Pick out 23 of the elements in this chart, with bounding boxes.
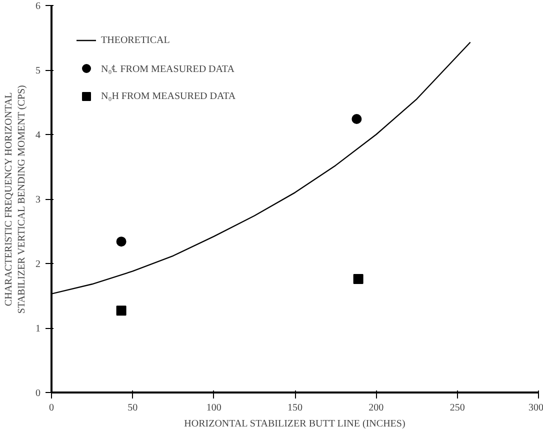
- x-tick-label: 150: [288, 402, 302, 414]
- y-tick-label: 0: [36, 388, 40, 399]
- x-tick-label: 200: [368, 402, 384, 414]
- legend-label: N₀℄ FROM MEASURED DATA: [101, 63, 234, 75]
- x-tick-label: 250: [450, 402, 465, 414]
- point: [116, 236, 126, 247]
- x-axis-title: HORIZONTAL STABILIZER BUTT LINE (INCHES): [184, 418, 406, 430]
- y-tick-label: 1: [36, 324, 40, 334]
- y-tick-label: 6: [36, 1, 40, 12]
- point: [353, 274, 364, 284]
- y-tick-label: 5: [36, 66, 40, 76]
- y-axis-title: CHARACTERISTIC FREQUENCY HORIZONTAL STABILIZER VERTICAL BENDING MOMENT (CPS): [3, 85, 28, 314]
- x-tick-label: 300: [528, 402, 543, 414]
- point: [116, 306, 126, 316]
- y-tick-label: 2: [36, 259, 40, 270]
- y-tick-label: 4: [36, 130, 40, 141]
- x-tick-label: 0: [49, 402, 54, 414]
- legend-label: THEORETICAL: [101, 34, 170, 46]
- x-tick-label: 100: [206, 402, 222, 414]
- point: [352, 114, 362, 124]
- y-tick-label: 3: [36, 194, 40, 206]
- x-tick-label: 50: [128, 402, 138, 414]
- legend-label: N₀H FROM MEASURED DATA: [101, 90, 236, 102]
